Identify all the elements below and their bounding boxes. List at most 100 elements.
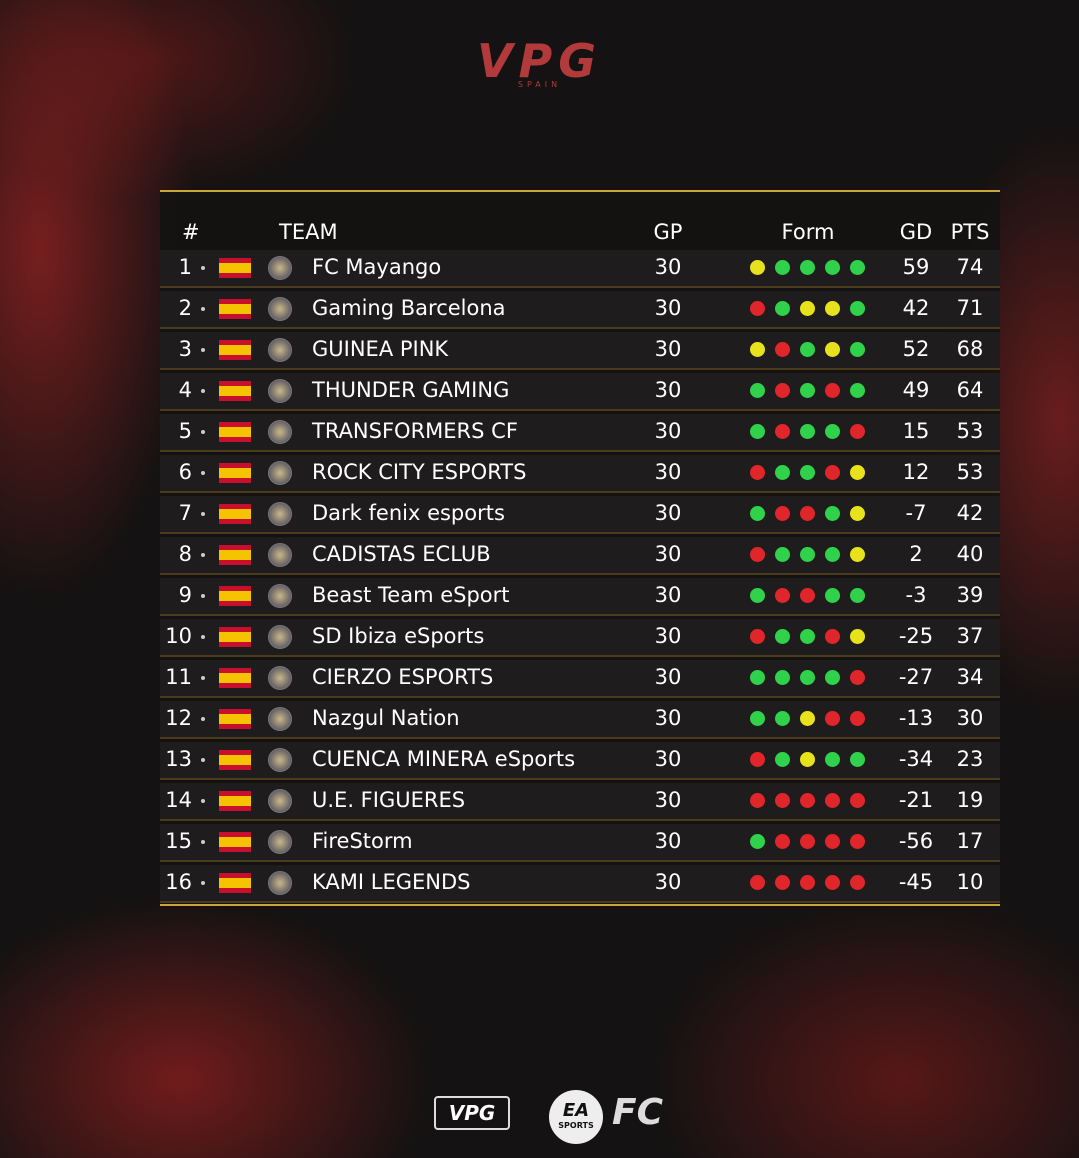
flag (219, 627, 251, 647)
footer-vpg-logo: VPG (434, 1096, 510, 1130)
form-dot (750, 424, 765, 439)
bullet (201, 799, 205, 803)
rank: 14 (165, 788, 192, 812)
bullet (201, 512, 205, 516)
team-name: Dark fenix esports (312, 501, 505, 525)
form-dot (825, 260, 840, 275)
form-dot (800, 793, 815, 808)
table-row: 10 SD Ibiza eSports 30 -25 37 (160, 619, 1000, 657)
form-dot (800, 506, 815, 521)
team-name: FireStorm (312, 829, 413, 853)
form-dot (825, 506, 840, 521)
form-dot (800, 711, 815, 726)
team-crest (268, 871, 292, 895)
team-name: SD Ibiza eSports (312, 624, 485, 648)
table-row: 8 CADISTAS ECLUB 30 2 40 (160, 537, 1000, 575)
bullet (201, 594, 205, 598)
table-row: 9 Beast Team eSport 30 -3 39 (160, 578, 1000, 616)
team-crest (268, 543, 292, 567)
points: 42 (956, 501, 984, 525)
form-dot (750, 752, 765, 767)
rank: 13 (165, 747, 192, 771)
form-dot (800, 834, 815, 849)
flag (219, 668, 251, 688)
form-dot (775, 793, 790, 808)
vpg-logo: VPG (476, 34, 603, 88)
goal-difference: -21 (898, 788, 934, 812)
goal-difference: 52 (902, 337, 930, 361)
team-crest (268, 297, 292, 321)
form-dot (750, 342, 765, 357)
form-dot (825, 752, 840, 767)
form-dot (825, 465, 840, 480)
form-dot (750, 834, 765, 849)
ea-text: EA (562, 1100, 590, 1121)
team-crest (268, 502, 292, 526)
table-row: 14 U.E. FIGUERES 30 -21 19 (160, 783, 1000, 821)
column-header: GP (653, 220, 683, 244)
points: 53 (956, 460, 984, 484)
team-name: THUNDER GAMING (312, 378, 510, 402)
form-dot (850, 342, 865, 357)
team-crest (268, 707, 292, 731)
rank: 10 (165, 624, 192, 648)
form-dot (850, 752, 865, 767)
points: 39 (956, 583, 984, 607)
form-dot (825, 383, 840, 398)
table-row: 5 TRANSFORMERS CF 30 15 53 (160, 414, 1000, 452)
ea-logo: EA SPORTS (549, 1090, 603, 1144)
flag (219, 422, 251, 442)
form-dot (750, 875, 765, 890)
rank: 16 (165, 870, 192, 894)
form-dot (800, 342, 815, 357)
column-header: Form (781, 220, 835, 244)
form-dot (775, 383, 790, 398)
form-dot (775, 588, 790, 603)
form-dot (800, 547, 815, 562)
points: 68 (956, 337, 984, 361)
rank: 4 (178, 378, 192, 402)
form-dot (850, 793, 865, 808)
form-dot (775, 752, 790, 767)
form-dot (825, 793, 840, 808)
form-dot (750, 547, 765, 562)
flag (219, 586, 251, 606)
team-crest (268, 420, 292, 444)
team-name: Gaming Barcelona (312, 296, 506, 320)
goal-difference: -7 (905, 501, 927, 525)
rank: 6 (178, 460, 192, 484)
table-row: 11 CIERZO ESPORTS 30 -27 34 (160, 660, 1000, 698)
table-row: 4 THUNDER GAMING 30 49 64 (160, 373, 1000, 411)
bullet (201, 881, 205, 885)
table-row: 7 Dark fenix esports 30 -7 42 (160, 496, 1000, 534)
flag (219, 832, 251, 852)
rank: 9 (178, 583, 192, 607)
form-dot (825, 342, 840, 357)
form-dot (850, 711, 865, 726)
goal-difference: -25 (898, 624, 934, 648)
bullet (201, 471, 205, 475)
form-dot (775, 260, 790, 275)
goal-difference: 49 (902, 378, 930, 402)
flag (219, 381, 251, 401)
form-dot (750, 383, 765, 398)
flag (219, 463, 251, 483)
flag (219, 791, 251, 811)
bullet (201, 266, 205, 270)
games-played: 30 (654, 870, 682, 894)
team-crest (268, 789, 292, 813)
form-dot (800, 588, 815, 603)
team-crest (268, 625, 292, 649)
points: 74 (956, 255, 984, 279)
table-row: 2 Gaming Barcelona 30 42 71 (160, 291, 1000, 329)
form-dot (825, 670, 840, 685)
bullet (201, 553, 205, 557)
points: 53 (956, 419, 984, 443)
form-dot (750, 588, 765, 603)
games-played: 30 (654, 460, 682, 484)
form-dot (825, 711, 840, 726)
rank: 11 (165, 665, 192, 689)
footer: VPG EA SPORTS FC (0, 1090, 1079, 1144)
goal-difference: 12 (902, 460, 930, 484)
bullet (201, 389, 205, 393)
